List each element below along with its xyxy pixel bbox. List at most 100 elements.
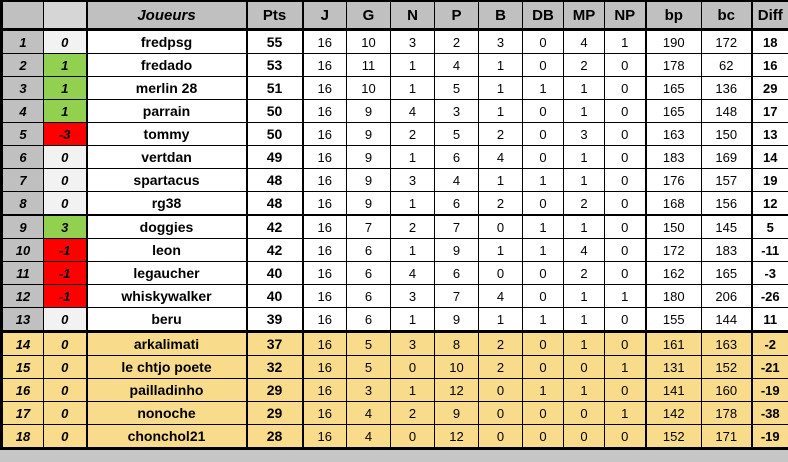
cell-n: 1 bbox=[390, 307, 435, 332]
cell-bc: 144 bbox=[701, 307, 753, 332]
table-header-row: Joueurs Pts J G N P B DB MP NP bp bc Diff bbox=[1, 0, 788, 31]
table-row: 2 1 fredado 53 16 11 1 4 1 0 2 0 178 62 16 bbox=[1, 53, 788, 77]
cell-mp: 1 bbox=[563, 76, 605, 100]
cell-g: 6 bbox=[346, 238, 391, 262]
cell-g: 7 bbox=[346, 214, 391, 239]
cell-bp: 142 bbox=[645, 401, 702, 425]
cell-mp: 1 bbox=[563, 284, 605, 308]
cell-diff: -19 bbox=[751, 378, 788, 402]
cell-np: 0 bbox=[604, 307, 647, 332]
cell-pts: 29 bbox=[246, 378, 304, 402]
cell-g: 9 bbox=[346, 191, 391, 216]
cell-bc: 145 bbox=[701, 214, 753, 239]
table-body: 1 0 fredpsg 55 16 10 3 2 3 0 4 1 190 172 18 2 1 fredado 53… bbox=[1, 29, 788, 449]
cell-db: 0 bbox=[522, 53, 564, 77]
cell-rank: 10 bbox=[1, 238, 44, 262]
header-mp: MP bbox=[563, 0, 605, 31]
cell-mp: 0 bbox=[563, 401, 605, 425]
cell-j: 16 bbox=[302, 145, 347, 169]
cell-bp: 155 bbox=[645, 307, 702, 332]
header-move-blank bbox=[43, 0, 88, 31]
cell-bc: 163 bbox=[701, 330, 753, 356]
cell-np: 0 bbox=[604, 424, 647, 449]
cell-db: 0 bbox=[522, 99, 564, 123]
header-b: B bbox=[478, 0, 523, 31]
cell-mp: 4 bbox=[563, 238, 605, 262]
cell-mp: 0 bbox=[563, 424, 605, 449]
cell-bc: 160 bbox=[701, 378, 753, 402]
cell-b: 3 bbox=[478, 29, 523, 54]
cell-mp: 1 bbox=[563, 168, 605, 192]
cell-rank: 17 bbox=[1, 401, 44, 425]
cell-bc: 148 bbox=[701, 99, 753, 123]
cell-db: 1 bbox=[522, 214, 564, 239]
cell-g: 4 bbox=[346, 401, 391, 425]
cell-n: 1 bbox=[390, 145, 435, 169]
cell-mp: 3 bbox=[563, 122, 605, 146]
table-row: 11 -1 legaucher 40 16 6 4 6 0 0 2 0 162 165 -3 bbox=[1, 261, 788, 285]
cell-pts: 29 bbox=[246, 401, 304, 425]
cell-db: 1 bbox=[522, 238, 564, 262]
header-p: P bbox=[434, 0, 479, 31]
cell-b: 1 bbox=[478, 238, 523, 262]
cell-db: 0 bbox=[522, 401, 564, 425]
cell-b: 1 bbox=[478, 168, 523, 192]
cell-np: 1 bbox=[604, 284, 647, 308]
cell-j: 16 bbox=[302, 307, 347, 332]
cell-np: 0 bbox=[604, 168, 647, 192]
cell-g: 3 bbox=[346, 378, 391, 402]
table-row: 8 0 rg38 48 16 9 1 6 2 0 2 0 168 156 12 bbox=[1, 191, 788, 216]
cell-db: 1 bbox=[522, 76, 564, 100]
cell-player: merlin 28 bbox=[86, 76, 248, 100]
table-row: 13 0 beru 39 16 6 1 9 1 1 1 0 155 144 11 bbox=[1, 307, 788, 332]
cell-n: 1 bbox=[390, 53, 435, 77]
cell-p: 10 bbox=[434, 355, 479, 379]
cell-j: 16 bbox=[302, 330, 347, 356]
cell-p: 6 bbox=[434, 145, 479, 169]
cell-move: 1 bbox=[43, 99, 88, 123]
cell-mp: 1 bbox=[563, 145, 605, 169]
cell-bc: 178 bbox=[701, 401, 753, 425]
cell-rank: 12 bbox=[1, 284, 44, 308]
cell-j: 16 bbox=[302, 53, 347, 77]
cell-move: 0 bbox=[43, 424, 88, 449]
cell-bc: 183 bbox=[701, 238, 753, 262]
cell-pts: 48 bbox=[246, 168, 304, 192]
cell-pts: 48 bbox=[246, 191, 304, 216]
cell-np: 1 bbox=[604, 355, 647, 379]
cell-mp: 2 bbox=[563, 261, 605, 285]
cell-j: 16 bbox=[302, 214, 347, 239]
cell-j: 16 bbox=[302, 284, 347, 308]
cell-move: 0 bbox=[43, 145, 88, 169]
cell-move: 0 bbox=[43, 168, 88, 192]
cell-bc: 206 bbox=[701, 284, 753, 308]
cell-n: 1 bbox=[390, 238, 435, 262]
cell-bp: 168 bbox=[645, 191, 702, 216]
cell-bc: 62 bbox=[701, 53, 753, 77]
cell-rank: 9 bbox=[1, 214, 44, 239]
cell-j: 16 bbox=[302, 424, 347, 449]
cell-pts: 37 bbox=[246, 330, 304, 356]
cell-mp: 1 bbox=[563, 378, 605, 402]
cell-diff: 17 bbox=[751, 99, 788, 123]
cell-p: 12 bbox=[434, 424, 479, 449]
cell-player: fredado bbox=[86, 53, 248, 77]
cell-bc: 136 bbox=[701, 76, 753, 100]
cell-rank: 4 bbox=[1, 99, 44, 123]
cell-p: 7 bbox=[434, 214, 479, 239]
cell-n: 0 bbox=[390, 355, 435, 379]
cell-player: fredpsg bbox=[86, 29, 248, 54]
table-row: 6 0 vertdan 49 16 9 1 6 4 0 1 0 183 169 14 bbox=[1, 145, 788, 169]
cell-rank: 18 bbox=[1, 424, 44, 449]
cell-bp: 180 bbox=[645, 284, 702, 308]
header-np: NP bbox=[604, 0, 647, 31]
table-row: 1 0 fredpsg 55 16 10 3 2 3 0 4 1 190 172 18 bbox=[1, 29, 788, 54]
cell-diff: 14 bbox=[751, 145, 788, 169]
header-diff: Diff bbox=[751, 0, 788, 31]
cell-db: 1 bbox=[522, 307, 564, 332]
cell-move: 0 bbox=[43, 330, 88, 356]
cell-player: pailladinho bbox=[86, 378, 248, 402]
cell-p: 4 bbox=[434, 168, 479, 192]
cell-np: 0 bbox=[604, 145, 647, 169]
cell-diff: 13 bbox=[751, 122, 788, 146]
